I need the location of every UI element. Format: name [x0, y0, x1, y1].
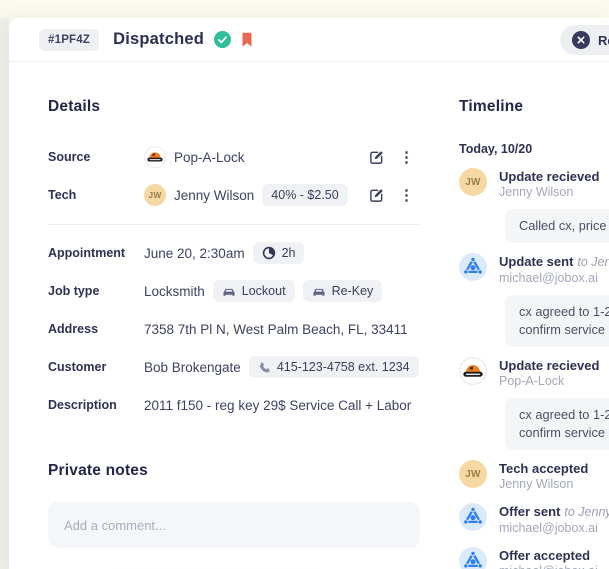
page-background-strip	[0, 18, 9, 569]
phone-icon	[258, 361, 271, 374]
address-value: 7358 7th Pl N, West Palm Beach, FL, 3341…	[144, 321, 408, 337]
timeline-entry-title: Update recieved	[499, 169, 600, 184]
description-label: Description	[48, 398, 117, 412]
popalock-logo-icon	[459, 357, 487, 385]
timeline-entry-recipient: to Jenny Wilson	[577, 255, 609, 269]
close-x-icon	[572, 31, 590, 49]
popalock-logo-icon	[144, 146, 166, 168]
job-card: #1PF4Z Dispatched Revert Details Source	[9, 18, 609, 569]
tech-rate-badge: 40% - $2.50	[262, 184, 348, 206]
timeline-entry-author: michael@jobox.ai	[499, 271, 598, 285]
page-title: Dispatched	[113, 30, 205, 48]
timeline-message: Called cx, price confirmed	[505, 209, 609, 243]
duration-badge: 2h	[252, 242, 305, 264]
timeline-entry: Update recieved Pop-A-Lock cx agreed to …	[459, 357, 609, 450]
job-id-badge: #1PF4Z	[39, 28, 100, 51]
timeline-entry-title: Offer accepted	[499, 548, 591, 563]
detail-row-appointment: Appointment June 20, 2:30am 2h	[48, 234, 420, 272]
jobox-logo-icon	[459, 547, 487, 569]
customer-name: Bob Brokengate	[144, 359, 241, 375]
detail-row-customer: Customer Bob Brokengate 415-123-4758 ext…	[48, 348, 420, 386]
timeline-entry-recipient: to Jenny Wilson	[564, 505, 609, 519]
bookmark-icon[interactable]	[241, 32, 253, 48]
timeline-title: Timeline	[459, 98, 524, 115]
kebab-menu-icon[interactable]: ⋮	[399, 148, 414, 166]
details-title: Details	[48, 98, 101, 115]
timeline-entry: JW Tech accepted Jenny Wilson	[459, 460, 609, 493]
timeline-entry-author: michael@jobox.ai	[499, 521, 598, 535]
address-label: Address	[48, 322, 99, 336]
timeline-entry-title: Update recieved	[499, 358, 600, 373]
jobox-logo-icon	[459, 503, 487, 531]
car-icon	[312, 286, 326, 297]
card-header: #1PF4Z Dispatched Revert	[9, 18, 609, 62]
tech-avatar: JW	[144, 184, 166, 206]
timeline-entry-title: Tech accepted	[499, 461, 589, 476]
detail-row-source: Source Pop-A-Lock	[48, 138, 420, 176]
jobtype-label: Job type	[48, 284, 100, 298]
timeline-entry-title: Update sent	[499, 254, 574, 269]
car-icon	[222, 286, 236, 297]
comment-input[interactable]	[48, 502, 420, 548]
timeline-entry-author: Pop-A-Lock	[499, 374, 565, 388]
jobtype-tag: Lockout	[212, 280, 295, 302]
source-value: Pop-A-Lock	[174, 149, 245, 165]
timeline-message: cx agreed to 1-2 Pm, asked to confirm se…	[505, 398, 609, 450]
revert-button-label: Revert	[598, 32, 609, 48]
tech-name: Jenny Wilson	[174, 187, 255, 203]
edit-icon[interactable]	[369, 188, 384, 203]
timeline-entry: Offer accepted michael@jobox.ai	[459, 547, 609, 569]
revert-button[interactable]: Revert	[560, 25, 609, 55]
timeline-entry-author: Jenny Wilson	[499, 185, 574, 199]
timeline-entry: JW Update recieved Jenny Wilson Called c…	[459, 168, 609, 243]
edit-icon[interactable]	[369, 150, 384, 165]
timeline-entry-author: michael@jobox.ai	[499, 563, 609, 569]
timeline-date-header: Today, 10/20	[459, 142, 533, 156]
details-divider	[48, 224, 420, 225]
private-notes-section: Private notes	[48, 462, 420, 548]
customer-label: Customer	[48, 360, 107, 374]
tech-label: Tech	[48, 188, 77, 202]
jobtype-tag: Re-Key	[302, 280, 383, 302]
jobox-logo-icon	[459, 253, 487, 281]
appointment-value: June 20, 2:30am	[144, 245, 245, 261]
appointment-label: Appointment	[48, 246, 126, 260]
tech-avatar: JW	[459, 460, 487, 488]
timeline-entry-author: Jenny Wilson	[499, 477, 574, 491]
details-section: Details Source	[48, 98, 420, 424]
status-check-icon	[214, 31, 232, 48]
private-notes-title: Private notes	[48, 462, 148, 479]
detail-row-jobtype: Job type Locksmith Lockout	[48, 272, 420, 310]
customer-phone-badge[interactable]: 415-123-4758 ext. 1234	[248, 356, 419, 378]
description-value: 2011 f150 - reg key 29$ Service Call + L…	[144, 397, 412, 413]
jobtype-value: Locksmith	[144, 283, 205, 299]
kebab-menu-icon[interactable]: ⋮	[399, 186, 414, 204]
detail-row-address: Address 7358 7th Pl N, West Palm Beach, …	[48, 310, 420, 348]
tech-avatar: JW	[459, 168, 487, 196]
detail-row-description: Description 2011 f150 - reg key 29$ Serv…	[48, 386, 420, 424]
clock-icon	[262, 246, 276, 260]
detail-row-tech: Tech JW Jenny Wilson 40% - $2.50 ⋮	[48, 176, 420, 214]
timeline-message: cx agreed to 1-2 Pm, asked to confirm se…	[505, 295, 609, 347]
timeline-section: Timeline Today, 10/20 JW Update recieved…	[459, 98, 609, 569]
source-label: Source	[48, 150, 91, 164]
timeline-entry-title: Offer sent	[499, 504, 561, 519]
